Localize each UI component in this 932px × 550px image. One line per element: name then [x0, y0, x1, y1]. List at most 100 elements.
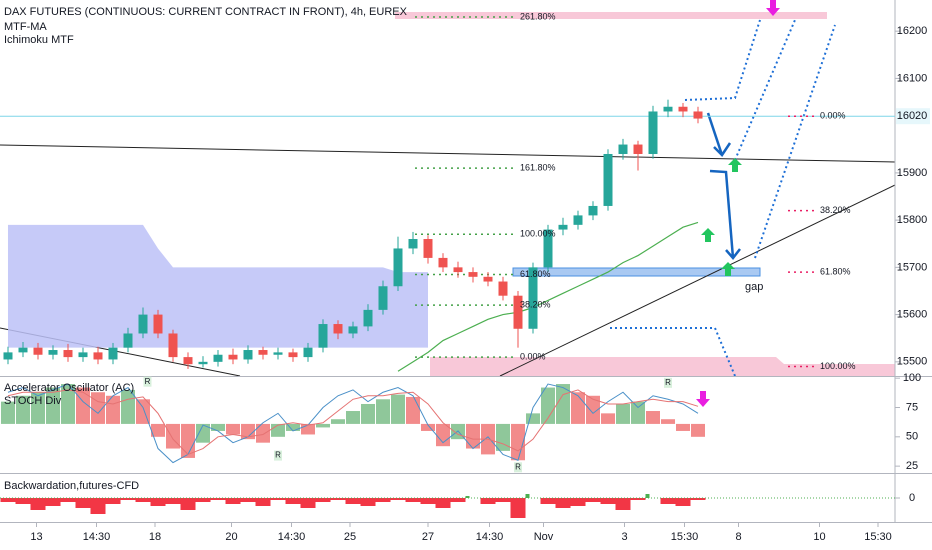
ac-bar	[375, 399, 390, 424]
backwardation-bar	[150, 498, 166, 506]
y-tick-label: 0	[909, 492, 915, 504]
ac-bar	[330, 419, 345, 424]
candle-body	[93, 352, 103, 360]
candle-body	[468, 272, 478, 277]
backwardation-bar	[675, 498, 691, 506]
ac-bar	[616, 403, 631, 424]
stoch-line	[7, 383, 699, 464]
candle-body	[543, 229, 553, 268]
ac-bar	[420, 423, 435, 431]
x-tick-label: 27	[422, 531, 434, 543]
candle-body	[453, 267, 463, 273]
ac-bar	[435, 423, 450, 447]
fib-label: 100.00%	[820, 361, 856, 371]
backwardation-bar	[375, 498, 391, 502]
backwardation-bar	[255, 498, 271, 506]
candle-body	[663, 106, 673, 112]
candle-body	[243, 350, 253, 360]
fib-label: 38.20%	[520, 300, 551, 310]
target-zone	[395, 12, 827, 19]
y-tick-label: 15500	[897, 356, 928, 368]
candle-body	[183, 357, 193, 365]
y-tick-label: 50	[906, 431, 918, 443]
candle-body	[228, 354, 238, 360]
backwardation-bar	[75, 498, 91, 508]
ac-bar	[466, 423, 481, 449]
x-tick-label: 14:30	[278, 531, 306, 543]
backwardation-bar	[45, 498, 61, 506]
candle-body	[168, 333, 178, 358]
down-arrow	[696, 0, 780, 407]
backwardation-bar	[525, 494, 530, 498]
backwardation-bar	[60, 498, 76, 502]
backwardation-bar	[180, 498, 196, 510]
signal-label: R	[665, 378, 671, 387]
ac-bar	[45, 387, 60, 424]
candle-body	[498, 281, 508, 296]
ac-bar	[586, 395, 601, 424]
candle-body	[693, 111, 703, 119]
backwardation-bar	[15, 498, 31, 504]
backwardation-bar	[240, 498, 256, 502]
x-tick-label: 8	[735, 531, 741, 543]
x-tick-label: 14:30	[476, 531, 504, 543]
gap-label: gap	[745, 281, 763, 293]
fib-label: 61.80%	[520, 269, 551, 279]
indicator-name: Ichimoku MTF	[4, 34, 74, 46]
fib-label: 61.80%	[820, 266, 851, 276]
candle-body	[153, 314, 163, 334]
backwardation-bar	[30, 498, 46, 510]
price-label: 16020	[897, 110, 928, 122]
ac-bar	[270, 423, 285, 437]
ac-bar	[60, 384, 75, 424]
candle-body	[33, 347, 43, 355]
ac-bar	[676, 423, 691, 431]
ac-bar	[120, 389, 135, 424]
up-arrow	[701, 158, 742, 276]
y-tick-label: 15700	[897, 261, 928, 273]
y-tick-label: 16100	[897, 72, 928, 84]
signal-box	[664, 377, 673, 388]
candle-body	[633, 144, 643, 154]
backwardation-bar	[300, 498, 316, 508]
candle-body	[618, 144, 628, 154]
backwardation-bar	[330, 498, 346, 500]
labels: 1620016100159001580015700156001550010075…	[4, 6, 930, 543]
backwardation-bar	[450, 498, 466, 502]
candle-body	[648, 111, 658, 154]
backwardation-bar	[195, 498, 211, 502]
y-tick-label: 75	[906, 401, 918, 413]
ac-bar	[345, 411, 360, 424]
x-tick-label: 3	[621, 531, 627, 543]
signal-box	[273, 450, 282, 461]
candle-body	[63, 350, 73, 358]
fib-label: 0.00%	[820, 111, 846, 121]
candle-body	[378, 286, 388, 310]
candle-body	[3, 352, 13, 360]
candle-body	[198, 361, 208, 365]
backwardation-bar	[405, 498, 421, 502]
candle-body	[273, 352, 283, 355]
backwardation-bar	[420, 498, 436, 504]
ac-bar	[526, 413, 541, 424]
candle-body	[18, 347, 28, 353]
x-tick-label: 15:30	[864, 531, 892, 543]
signal-box	[143, 376, 152, 387]
x-tick-label: 18	[149, 531, 161, 543]
indicator-name: MTF-MA	[4, 21, 47, 33]
backwardation-bar	[315, 498, 331, 502]
candle-body	[483, 276, 493, 282]
x-tick-label: 15:30	[671, 531, 699, 543]
ac-bar	[75, 387, 90, 424]
ac-bar	[496, 423, 511, 451]
signal-label: R	[275, 451, 281, 460]
signal-box	[514, 462, 523, 473]
price-label-box	[896, 108, 930, 125]
candle-body	[423, 239, 433, 258]
backwardation-bar	[615, 498, 631, 510]
x-tick-label: Nov	[534, 531, 554, 543]
x-tick-label: 20	[225, 531, 237, 543]
candle-body	[603, 153, 613, 206]
trend-line	[499, 184, 896, 377]
ac-bar	[255, 423, 270, 443]
